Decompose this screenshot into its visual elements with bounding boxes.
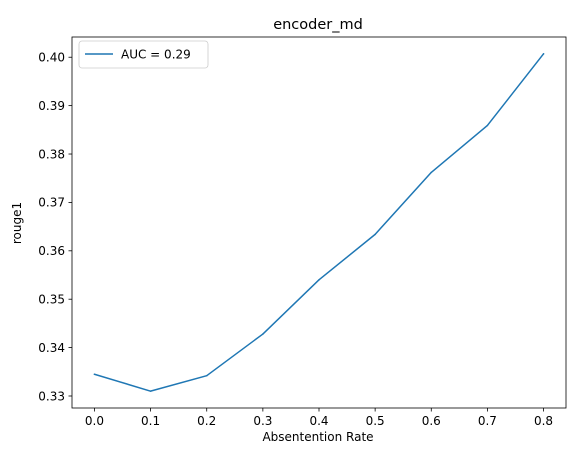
plot-frame [71, 36, 567, 409]
data-point [93, 373, 96, 375]
y-tick-label: 0.36 [38, 244, 65, 258]
x-tick-label: 0.7 [478, 414, 497, 428]
data-point [318, 279, 320, 281]
data-point [149, 390, 152, 392]
legend: AUC = 0.29 [78, 40, 209, 69]
plot-background [72, 37, 566, 408]
x-tick-label: 0.8 [534, 414, 553, 428]
x-tick-label: 0.5 [366, 414, 385, 428]
chart-title: encoder_md [273, 17, 363, 33]
data-point [262, 333, 264, 335]
y-tick-label: 0.35 [38, 293, 65, 307]
x-tick-label: 0.2 [197, 414, 216, 428]
y-tick-label: 0.37 [38, 196, 65, 210]
x-tick-label: 0.0 [85, 414, 104, 428]
x-tick-label: 0.3 [253, 414, 272, 428]
y-tick-label: 0.40 [38, 51, 65, 65]
x-axis-label: Absentention Rate [262, 430, 373, 444]
axis-ticks: 0.0 0.1 0.2 0.3 0.4 0.5 0.6 0.7 0.8 0.33 0.34 0.35 0… [38, 51, 553, 428]
legend-box [78, 40, 209, 69]
y-tick-label: 0.38 [38, 147, 65, 161]
x-tick-label: 0.1 [141, 414, 160, 428]
y-axis-label: rouge1 [10, 202, 24, 244]
plot-area [72, 37, 566, 408]
data-point [430, 171, 433, 174]
x-tick-label: 0.4 [309, 414, 328, 428]
data-point [486, 124, 489, 127]
legend-label: AUC = 0.29 [121, 48, 191, 62]
y-tick-label: 0.34 [38, 341, 65, 355]
y-tick-label: 0.39 [38, 99, 65, 113]
series-layer [93, 53, 545, 392]
x-tick-label: 0.6 [422, 414, 441, 428]
data-point [205, 374, 208, 377]
data-point [542, 53, 545, 55]
data-point [374, 233, 376, 236]
y-tick-label: 0.33 [38, 389, 65, 403]
